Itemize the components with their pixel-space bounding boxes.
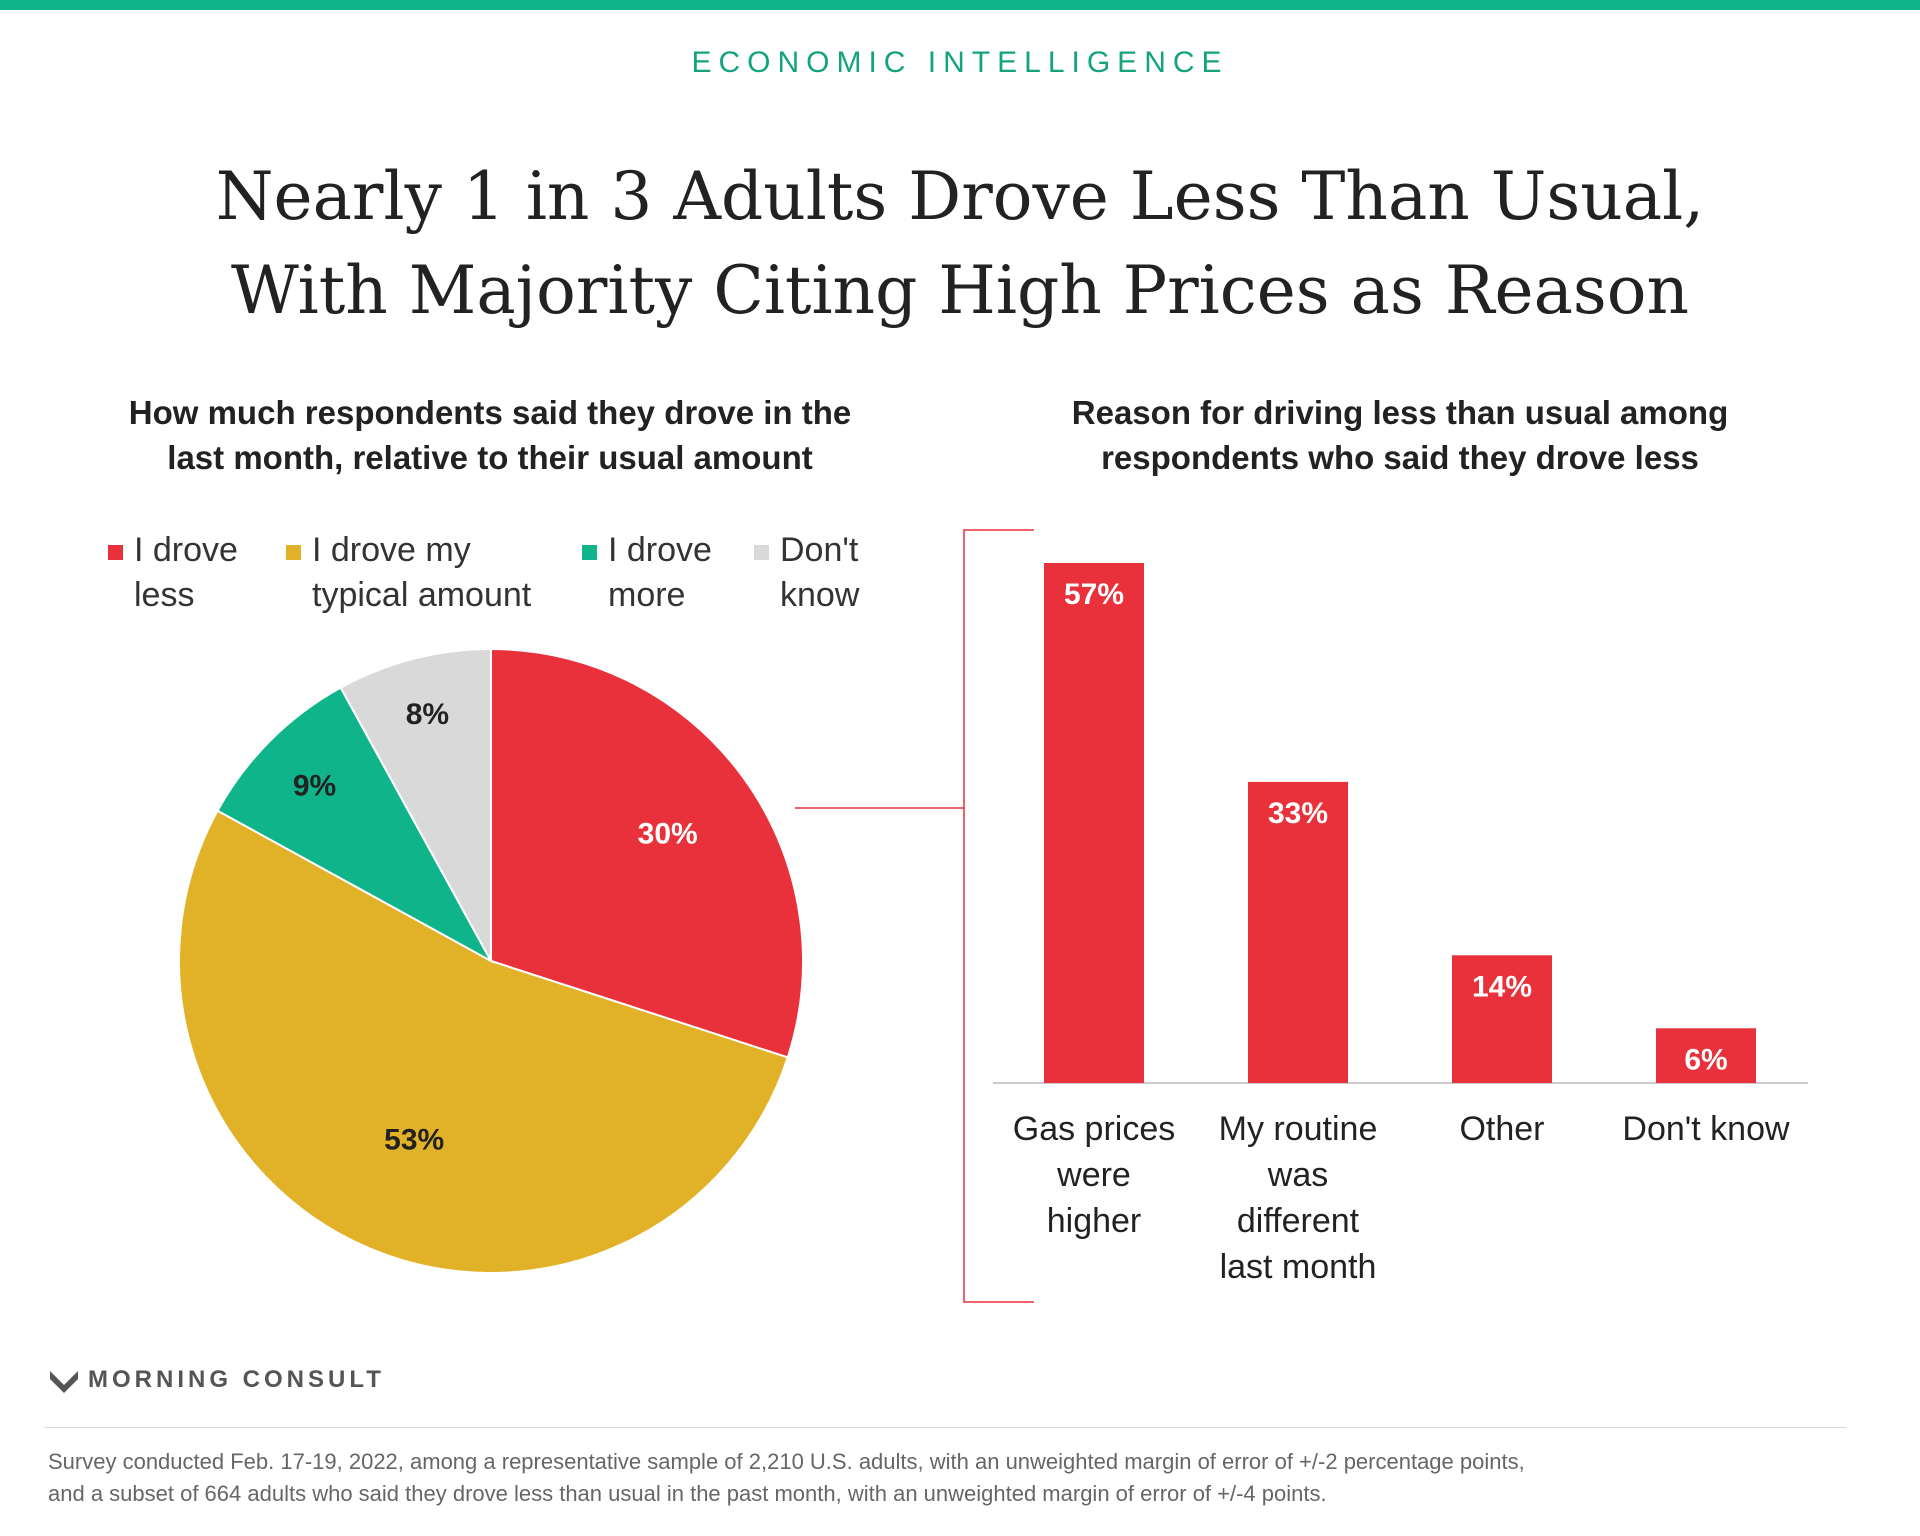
x-tick-label: different: [1237, 1202, 1360, 1240]
x-tick-label: higher: [1047, 1202, 1142, 1240]
pie-chart-title: How much respondents said they drove in …: [60, 390, 920, 480]
x-tick-label: Other: [1459, 1110, 1544, 1148]
legend-swatch: [754, 545, 769, 560]
methodology-note-line: Survey conducted Feb. 17-19, 2022, among…: [48, 1449, 1525, 1474]
x-tick-label: Gas prices: [1013, 1110, 1176, 1148]
pie-slice-drove-more: [216, 686, 494, 964]
chart-title: Nearly 1 in 3 Adults Drove Less Than Usu…: [160, 150, 1760, 338]
pie-slice-dont-know: [339, 647, 492, 962]
top-accent-bar: [0, 0, 1920, 10]
x-tick-label: was: [1267, 1156, 1328, 1194]
bar-chart-title-line: respondents who said they drove less: [1101, 439, 1699, 476]
footer-divider: [44, 1427, 1846, 1428]
bar-chart-title-line: Reason for driving less than usual among: [1071, 394, 1729, 431]
pie-slice-label: 9%: [293, 770, 336, 803]
x-tick-label: last month: [1220, 1248, 1377, 1286]
chart-title-line: With Majority Citing High Prices as Reas…: [230, 252, 1690, 329]
legend-label: typical amount: [312, 576, 532, 614]
pie-slice-label: 8%: [406, 698, 449, 731]
legend-label: know: [780, 576, 860, 614]
legend-swatch: [582, 545, 597, 560]
bar-dont-know: [1656, 1028, 1756, 1083]
legend-swatch: [286, 545, 301, 560]
legend-label: I drove my: [312, 531, 471, 569]
bar-routine-different: [1248, 781, 1348, 1083]
legend-swatch: [108, 545, 123, 560]
pie-slice-typical-amount: [178, 809, 789, 1274]
brand-name: MORNING CONSULT: [88, 1366, 385, 1393]
methodology-note-line: and a subset of 664 adults who said they…: [48, 1481, 1327, 1506]
x-tick-label: were: [1056, 1156, 1131, 1194]
bar-chart-title: Reason for driving less than usual among…: [980, 390, 1820, 480]
x-tick-label: My routine: [1219, 1110, 1378, 1148]
x-tick-label: Don't know: [1622, 1110, 1790, 1148]
bracket: [963, 529, 1034, 1303]
bar-other: [1452, 955, 1552, 1083]
pie-chart-title-line: How much respondents said they drove in …: [128, 394, 852, 431]
bar-gas-prices: [1044, 563, 1144, 1083]
chart-title-line: Nearly 1 in 3 Adults Drove Less Than Usu…: [215, 158, 1705, 235]
methodology-note: Survey conducted Feb. 17-19, 2022, among…: [48, 1446, 1878, 1510]
kicker: ECONOMIC INTELLIGENCE: [691, 46, 1229, 79]
pie-legend: I drove less I drove my typical amount I…: [108, 528, 908, 628]
bar-value-label: 33%: [1268, 797, 1328, 830]
pie-slice-label: 30%: [638, 818, 698, 851]
legend-label: Don't: [780, 531, 859, 569]
bar-value-label: 6%: [1684, 1043, 1727, 1076]
pie-chart-title-line: last month, relative to their usual amou…: [167, 439, 813, 476]
morning-consult-logo-icon: [50, 1371, 78, 1393]
bar-value-label: 57%: [1064, 578, 1124, 611]
legend-label: I drove: [134, 531, 238, 569]
legend-label: more: [608, 576, 686, 614]
legend-label: I drove: [608, 531, 712, 569]
legend-label: less: [134, 576, 195, 614]
pie-slice-label: 53%: [384, 1124, 444, 1157]
bar-value-label: 14%: [1472, 970, 1532, 1003]
pie-slice-drove-less: [490, 647, 804, 1059]
